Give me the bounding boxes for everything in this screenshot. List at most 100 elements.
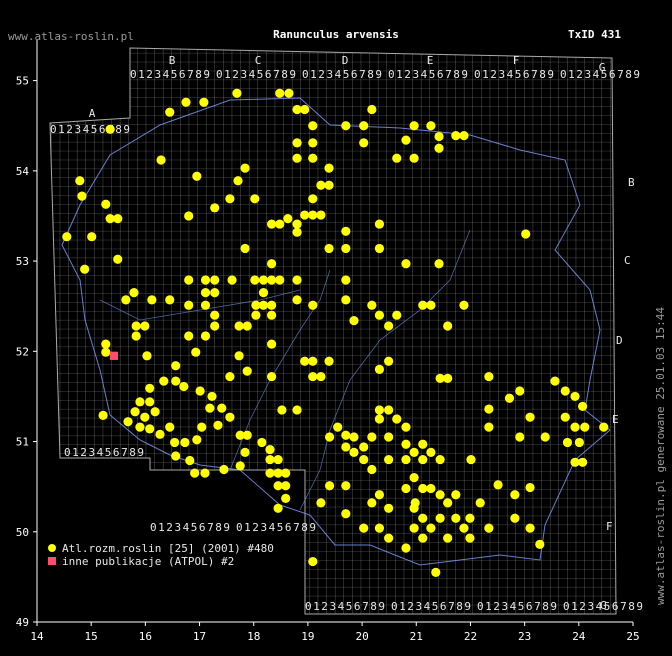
- chart-title: Ranunculus arvensis: [273, 28, 399, 41]
- point: [535, 539, 545, 550]
- y-tick-label: 53: [16, 255, 29, 268]
- point: [267, 275, 277, 285]
- point: [308, 194, 318, 204]
- point: [465, 513, 475, 523]
- point: [426, 523, 436, 533]
- point: [341, 243, 351, 254]
- point: [233, 176, 243, 186]
- point: [409, 447, 419, 457]
- point: [409, 473, 419, 483]
- point: [515, 386, 525, 396]
- point: [267, 339, 277, 349]
- x-tick-label: 21: [410, 630, 423, 643]
- point: [131, 331, 141, 341]
- grid-column-label: F: [513, 54, 520, 67]
- point: [292, 138, 302, 148]
- point: [401, 135, 411, 145]
- point: [324, 243, 334, 254]
- point: [235, 430, 245, 440]
- point: [426, 300, 436, 310]
- point: [123, 417, 133, 427]
- point: [341, 430, 351, 440]
- point: [184, 300, 194, 310]
- point: [156, 155, 166, 165]
- point: [80, 264, 90, 274]
- point: [418, 300, 428, 310]
- point: [240, 243, 250, 254]
- point: [150, 407, 160, 417]
- point: [384, 533, 394, 543]
- point: [273, 454, 283, 465]
- point: [165, 295, 175, 305]
- point: [235, 461, 245, 471]
- point: [308, 210, 318, 220]
- point: [300, 210, 310, 220]
- point: [240, 163, 250, 173]
- x-tick-label: 16: [139, 630, 152, 643]
- point: [213, 420, 223, 430]
- grid-digit-strip: 0123456789: [64, 446, 144, 459]
- point: [570, 457, 580, 467]
- point: [225, 194, 235, 204]
- point: [426, 121, 436, 131]
- grid-row-label: C: [624, 254, 631, 267]
- point: [374, 490, 385, 500]
- point: [308, 300, 318, 310]
- point: [210, 275, 220, 285]
- point: [580, 422, 590, 432]
- grid-column-label: E: [427, 54, 434, 67]
- point: [113, 254, 123, 264]
- point: [225, 371, 235, 382]
- point: [267, 300, 277, 310]
- x-tick-label: 19: [301, 630, 314, 643]
- grid-digit-strip: 0123456789: [474, 68, 554, 81]
- y-tick-label: 54: [16, 165, 30, 178]
- point: [451, 131, 461, 141]
- point: [284, 88, 294, 98]
- point: [181, 97, 191, 107]
- point: [384, 356, 394, 366]
- point: [409, 523, 419, 533]
- point: [384, 432, 394, 442]
- point: [435, 454, 445, 465]
- point: [409, 121, 419, 131]
- point: [324, 180, 334, 190]
- point: [277, 405, 287, 415]
- point: [250, 194, 260, 204]
- point: [275, 219, 285, 229]
- point: [374, 414, 385, 424]
- grid-digit-strip: 0123456789: [216, 68, 296, 81]
- grid-digit-strip: 0123456789: [477, 600, 557, 613]
- point: [190, 468, 200, 478]
- site-label: www.atlas-roslin.pl: [8, 30, 134, 43]
- point: [275, 88, 285, 98]
- point: [240, 447, 250, 457]
- x-tick-label: 22: [464, 630, 477, 643]
- grid-row-label: B: [628, 176, 635, 189]
- grid-digit-strip: 0123456789: [391, 600, 471, 613]
- grid-row-label: D: [616, 334, 623, 347]
- point: [219, 464, 229, 475]
- point: [242, 366, 252, 376]
- point: [184, 211, 194, 221]
- point: [121, 295, 131, 305]
- grid-digit-strip: 0123456789: [50, 123, 130, 136]
- point: [341, 121, 351, 131]
- point: [374, 523, 385, 533]
- point: [308, 153, 318, 163]
- x-tick-label: 20: [355, 630, 368, 643]
- point: [200, 300, 211, 310]
- point: [401, 454, 411, 465]
- point: [384, 454, 394, 465]
- point: [510, 513, 520, 523]
- point: [145, 397, 155, 407]
- point: [550, 376, 560, 386]
- grid-digit-strip: 0123456789: [302, 68, 382, 81]
- point: [251, 300, 261, 310]
- point: [349, 447, 359, 457]
- x-tick-label: 18: [247, 630, 260, 643]
- point: [392, 310, 402, 320]
- grid-digit-strip: 0123456789: [560, 68, 640, 81]
- point: [171, 361, 181, 371]
- point: [258, 275, 269, 285]
